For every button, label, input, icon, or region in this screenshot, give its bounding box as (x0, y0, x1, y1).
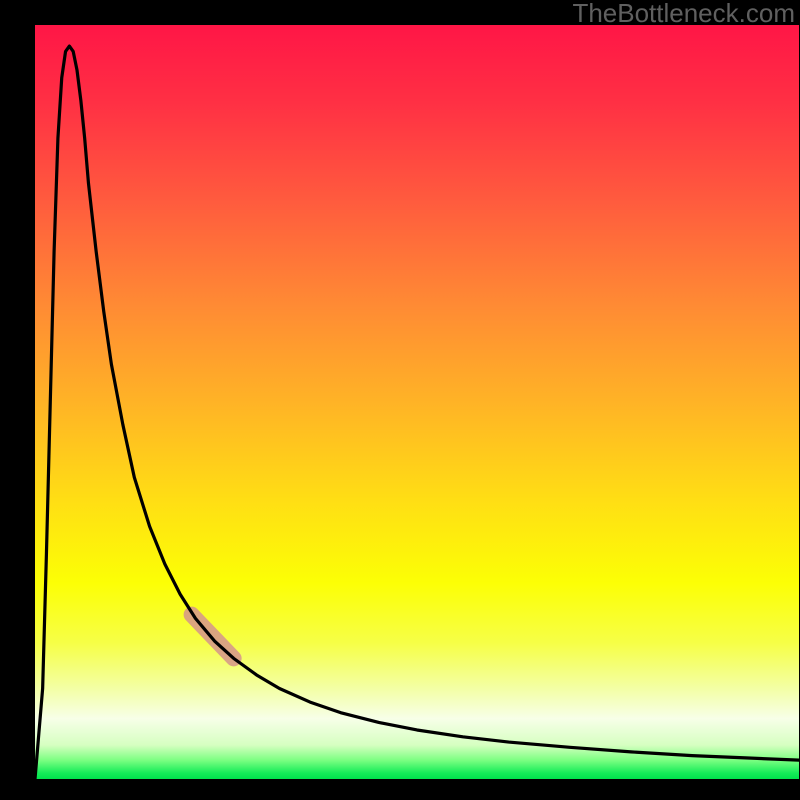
watermark-text: TheBottleneck.com (572, 0, 795, 29)
chart-frame: TheBottleneck.com (0, 0, 800, 800)
bottleneck-curve-plot (35, 25, 799, 779)
plot-background (35, 25, 799, 779)
